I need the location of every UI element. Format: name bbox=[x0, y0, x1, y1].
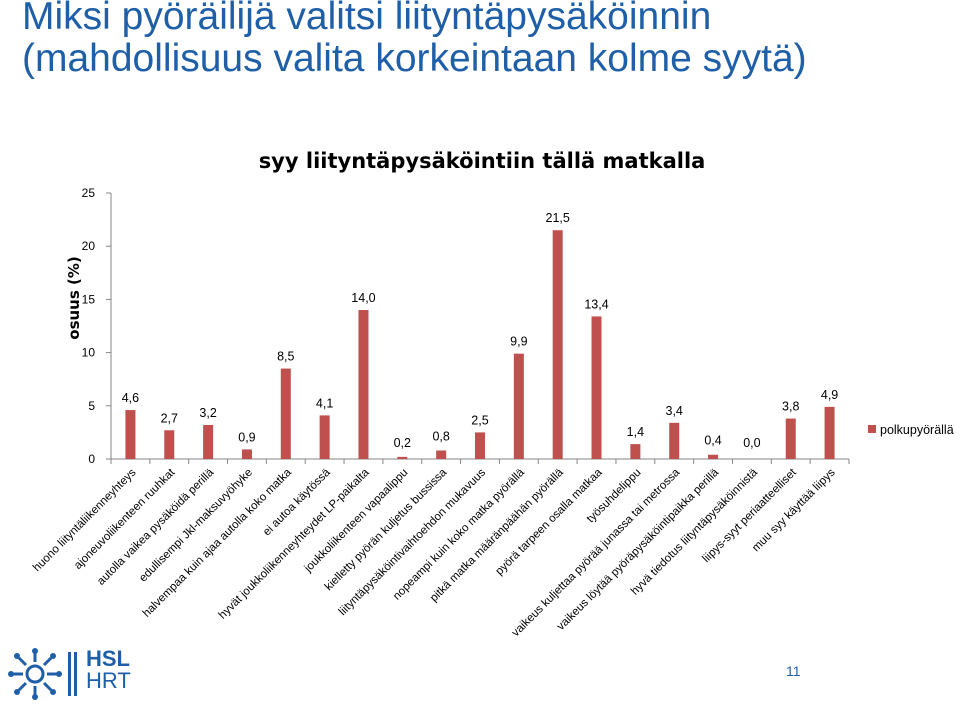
data-label: 2,5 bbox=[471, 413, 488, 427]
category-label: liityntäpysäköintivaihtoehdon mukavuus bbox=[337, 466, 489, 618]
bar bbox=[708, 454, 719, 459]
bar bbox=[475, 432, 485, 459]
hsl-logo-icon bbox=[8, 648, 62, 700]
y-tick-label: 25 bbox=[82, 186, 96, 200]
chart-bars bbox=[125, 230, 835, 459]
bar bbox=[824, 406, 835, 459]
hsl-logo-text: HSL HRT bbox=[86, 648, 131, 692]
data-label: 4,6 bbox=[122, 391, 139, 405]
category-label: halvempaa kuin ajaa autolla koko matka bbox=[141, 466, 295, 620]
data-label: 13,4 bbox=[584, 297, 608, 311]
y-axis-label: osuus (%) bbox=[65, 256, 83, 339]
bar bbox=[241, 449, 252, 459]
data-label: 4,1 bbox=[316, 396, 333, 410]
y-tick-label: 5 bbox=[88, 399, 95, 413]
logo-divider bbox=[68, 652, 71, 696]
data-label: 14,0 bbox=[351, 291, 375, 305]
data-label: 3,8 bbox=[782, 400, 799, 414]
slide-title: Miksi pyöräilijä valitsi liityntäpysäköi… bbox=[22, 0, 807, 80]
legend: polkupyörällä bbox=[868, 423, 954, 437]
data-label: 4,9 bbox=[821, 388, 838, 402]
chart-title: syy liityntäpysäköintiin tällä matkalla bbox=[259, 149, 706, 173]
bar bbox=[203, 424, 214, 459]
category-label: ei autoa käytössä bbox=[261, 466, 333, 538]
legend-swatch bbox=[868, 425, 876, 433]
bar bbox=[669, 422, 680, 459]
data-label: 0,0 bbox=[743, 436, 760, 450]
bar bbox=[358, 310, 369, 459]
logo-divider-2 bbox=[74, 652, 77, 696]
data-label: 8,5 bbox=[277, 350, 294, 364]
bar bbox=[513, 353, 524, 459]
slide-title-line2: (mahdollisuus valita korkeintaan kolme s… bbox=[22, 37, 807, 80]
bar bbox=[164, 430, 175, 459]
y-tick-label: 15 bbox=[82, 292, 96, 306]
data-labels: 4,6 2,7 3,2 0,9 8,5 4,1 14,0 0,2 0,8 2,5 9,9 21,5 13… bbox=[122, 211, 839, 450]
category-labels: huono liityntäliikenneyhteysajoneuvoliik… bbox=[31, 466, 838, 639]
data-label: 3,4 bbox=[666, 404, 683, 418]
data-label: 0,8 bbox=[432, 429, 449, 443]
legend-label: polkupyörällä bbox=[880, 423, 954, 437]
logo-text-hrt: HRT bbox=[86, 668, 131, 693]
data-label: 2,7 bbox=[161, 411, 178, 425]
data-label: 0,2 bbox=[394, 436, 411, 450]
bar bbox=[397, 456, 408, 459]
bar bbox=[280, 368, 291, 459]
data-label: 3,2 bbox=[199, 406, 216, 420]
bar bbox=[785, 418, 796, 459]
y-tick-label: 20 bbox=[82, 239, 96, 253]
logo-text-hsl: HSL bbox=[86, 646, 130, 671]
y-tick-label: 0 bbox=[88, 452, 95, 466]
bar bbox=[630, 444, 641, 459]
page-number: 11 bbox=[786, 663, 801, 679]
data-label: 0,9 bbox=[238, 430, 255, 444]
bar bbox=[319, 415, 330, 459]
data-label: 1,4 bbox=[627, 425, 644, 439]
slide-title-line1: Miksi pyöräilijä valitsi liityntäpysäköi… bbox=[22, 0, 712, 38]
bar bbox=[591, 316, 602, 459]
bar bbox=[436, 450, 447, 459]
bar bbox=[125, 410, 136, 459]
data-label: 21,5 bbox=[546, 211, 570, 225]
bar bbox=[552, 230, 563, 459]
y-tick-label: 10 bbox=[82, 346, 96, 360]
chart-axes: 0 5 10 15 20 25 bbox=[82, 186, 850, 466]
data-label: 0,4 bbox=[704, 434, 721, 448]
data-label: 9,9 bbox=[510, 335, 527, 349]
